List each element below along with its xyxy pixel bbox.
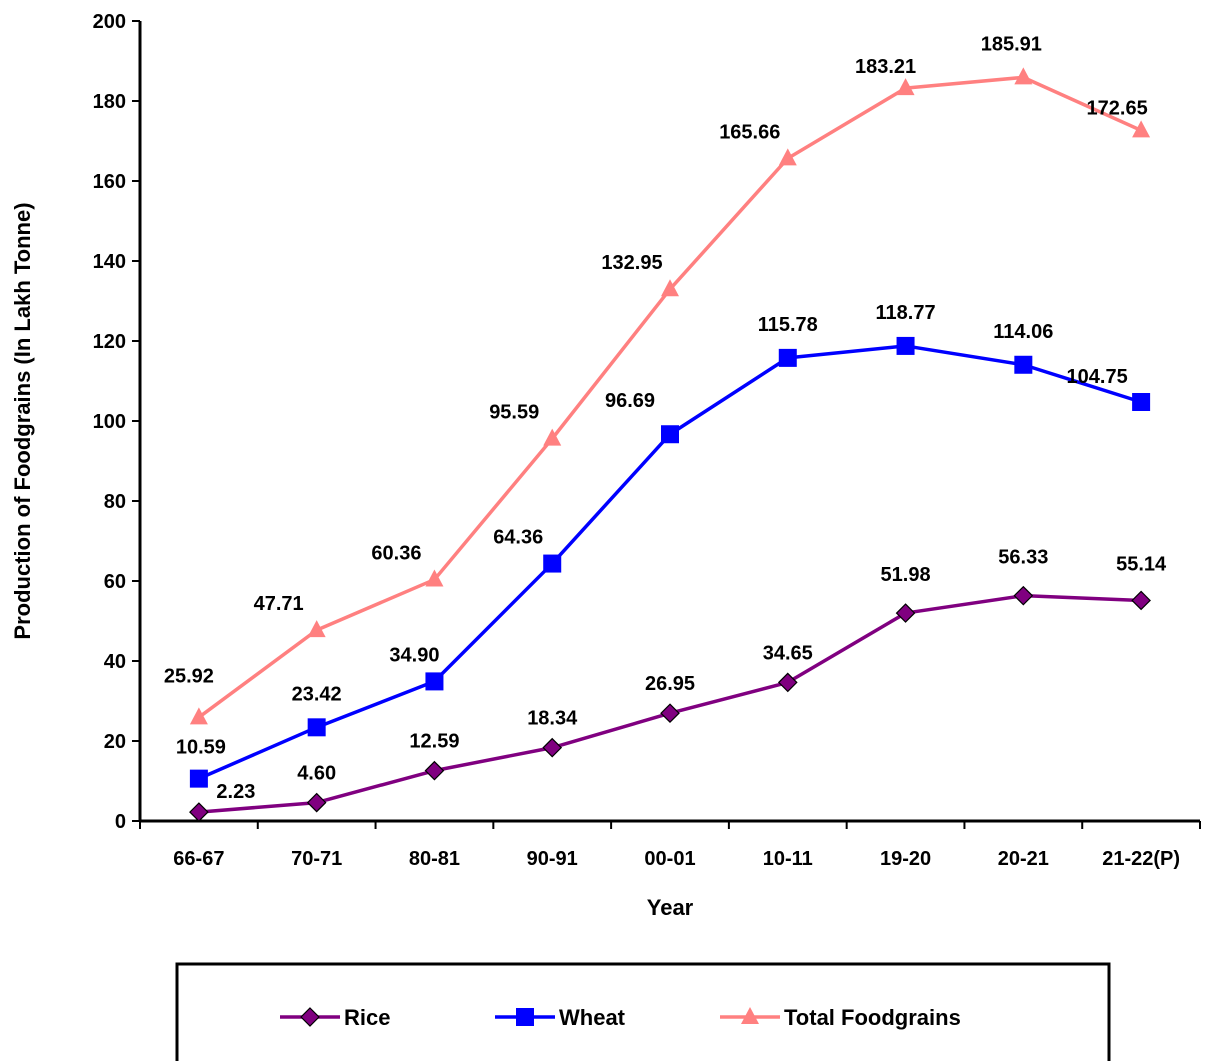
y-tick-label: 120 <box>93 331 126 353</box>
data-label: 56.33 <box>998 547 1048 569</box>
data-label: 64.36 <box>493 527 543 549</box>
data-label: 55.14 <box>1116 553 1167 575</box>
data-point <box>306 792 327 813</box>
x-tick-label: 66-67 <box>173 848 224 870</box>
legend-label: Rice <box>344 1005 390 1030</box>
data-point <box>425 569 444 587</box>
data-label: 115.78 <box>758 314 818 336</box>
x-tick-label: 70-71 <box>291 848 342 870</box>
data-label: 2.23 <box>216 781 255 803</box>
data-label: 96.69 <box>605 390 655 412</box>
data-point <box>777 672 798 693</box>
series-layer <box>189 67 1151 822</box>
data-label: 60.36 <box>371 543 421 565</box>
data-point <box>895 603 916 623</box>
data-label: 104.75 <box>1067 366 1128 388</box>
x-tick-label: 00-01 <box>644 848 695 870</box>
data-point <box>661 279 679 297</box>
data-label: 132.95 <box>601 252 662 274</box>
data-point <box>1014 355 1033 374</box>
data-point <box>189 802 209 822</box>
square-icon <box>516 1008 534 1026</box>
data-label: 34.90 <box>389 644 439 666</box>
data-point <box>425 672 444 691</box>
data-point <box>1014 67 1033 85</box>
data-label: 23.42 <box>292 683 342 705</box>
y-axis: 0 20 40 60 80 100 120 140 160 180 200 <box>93 11 142 833</box>
series-wheat <box>189 336 1151 788</box>
data-point <box>1131 590 1151 611</box>
data-label: 185.91 <box>981 33 1042 55</box>
legend-box <box>175 962 1111 1061</box>
data-label: 10.59 <box>176 737 226 759</box>
data-label: 12.59 <box>409 731 459 753</box>
data-label: 95.59 <box>489 402 539 424</box>
x-tick-label: 20-21 <box>998 848 1049 870</box>
data-point <box>661 425 679 444</box>
data-point <box>896 336 915 355</box>
data-label: 47.71 <box>254 593 304 615</box>
data-point <box>896 78 915 96</box>
legend-item: Rice <box>280 1005 390 1030</box>
x-tick-label: 90-91 <box>527 848 578 870</box>
y-tick-label: 180 <box>93 91 126 113</box>
y-tick-label: 80 <box>104 491 126 513</box>
data-label: 165.66 <box>719 121 780 143</box>
data-point <box>189 769 208 788</box>
data-point <box>660 703 680 724</box>
x-tick-label: 21-22(P) <box>1102 848 1180 870</box>
data-label: 34.65 <box>763 642 813 664</box>
data-point <box>1132 120 1151 138</box>
data-point <box>307 718 326 737</box>
legend-item: Wheat <box>495 1005 626 1030</box>
legend-label: Wheat <box>559 1005 626 1030</box>
data-label: 118.77 <box>876 302 936 324</box>
data-point <box>778 148 797 166</box>
data-label: 18.34 <box>527 708 578 730</box>
data-point <box>1013 585 1034 606</box>
x-tick-label: 80-81 <box>409 848 460 870</box>
y-tick-label: 60 <box>104 571 126 593</box>
data-point <box>542 737 563 758</box>
data-label: 25.92 <box>164 665 214 687</box>
legend-label: Total Foodgrains <box>784 1005 961 1030</box>
data-point <box>778 348 797 367</box>
data-labels: 2.23 4.60 12.59 18.34 26.95 34.65 51.98 56.33 55… <box>164 33 1167 803</box>
data-label: 183.21 <box>855 56 916 78</box>
data-point <box>1132 393 1151 411</box>
data-label: 172.65 <box>1087 97 1148 119</box>
x-tick-label: 10-11 <box>763 848 813 870</box>
y-tick-label: 140 <box>93 251 126 273</box>
y-tick-label: 20 <box>104 731 126 753</box>
triangle-icon <box>741 1007 759 1024</box>
y-tick-label: 40 <box>104 651 126 673</box>
x-tick-label: 19-20 <box>880 848 931 870</box>
series-total-foodgrains <box>189 67 1151 725</box>
x-axis-title: Year <box>647 895 694 920</box>
data-label: 26.95 <box>645 673 695 695</box>
y-tick-label: 160 <box>93 171 126 193</box>
data-point <box>543 554 562 573</box>
y-tick-label: 0 <box>115 811 126 833</box>
legend-item: Total Foodgrains <box>720 1005 961 1030</box>
y-tick-label: 200 <box>93 11 126 33</box>
y-tick-label: 100 <box>93 411 126 433</box>
data-label: 51.98 <box>881 564 931 586</box>
data-label: 114.06 <box>993 321 1053 343</box>
data-point <box>189 707 208 725</box>
series-line <box>197 75 1142 719</box>
data-point <box>424 760 445 781</box>
legend: Rice Wheat Total Foodgrains <box>175 962 1111 1061</box>
data-point <box>307 620 326 638</box>
series-rice <box>189 585 1151 822</box>
data-label: 4.60 <box>297 763 336 785</box>
diamond-icon <box>300 1007 320 1027</box>
data-point <box>543 428 562 446</box>
y-axis-title: Production of Foodgrains (In Lakh Tonne) <box>10 202 35 639</box>
x-axis: 66-67 70-71 80-81 90-91 00-01 10-11 19-20 20-21… <box>139 819 1201 870</box>
